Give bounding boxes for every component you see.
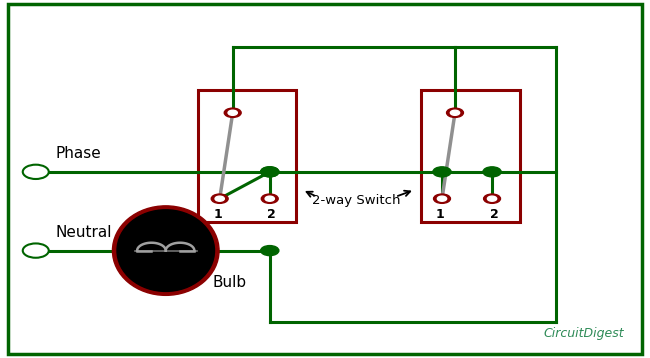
Circle shape	[23, 243, 49, 258]
Circle shape	[488, 196, 497, 201]
Circle shape	[211, 194, 228, 203]
Circle shape	[484, 194, 501, 203]
Text: 2-way Switch: 2-way Switch	[312, 194, 400, 207]
Circle shape	[23, 165, 49, 179]
Circle shape	[261, 194, 278, 203]
Ellipse shape	[112, 206, 219, 295]
Circle shape	[483, 167, 501, 177]
Text: 2: 2	[267, 208, 276, 221]
Text: 2: 2	[489, 208, 499, 221]
Circle shape	[433, 167, 451, 177]
Circle shape	[265, 196, 274, 201]
Bar	[421, 90, 520, 222]
Circle shape	[450, 110, 460, 115]
Circle shape	[447, 108, 463, 117]
Bar	[198, 90, 296, 222]
Circle shape	[437, 196, 447, 201]
Text: Bulb: Bulb	[213, 275, 247, 290]
Circle shape	[434, 194, 450, 203]
Circle shape	[261, 246, 279, 256]
Circle shape	[261, 167, 279, 177]
Text: CircuitDigest: CircuitDigest	[543, 327, 624, 340]
Circle shape	[261, 167, 279, 177]
Circle shape	[228, 110, 237, 115]
Text: 1: 1	[213, 208, 222, 221]
Text: Phase: Phase	[55, 146, 101, 161]
Ellipse shape	[117, 210, 214, 291]
Circle shape	[215, 196, 224, 201]
Text: Neutral: Neutral	[55, 225, 112, 240]
Circle shape	[224, 108, 241, 117]
Text: 1: 1	[436, 208, 445, 221]
